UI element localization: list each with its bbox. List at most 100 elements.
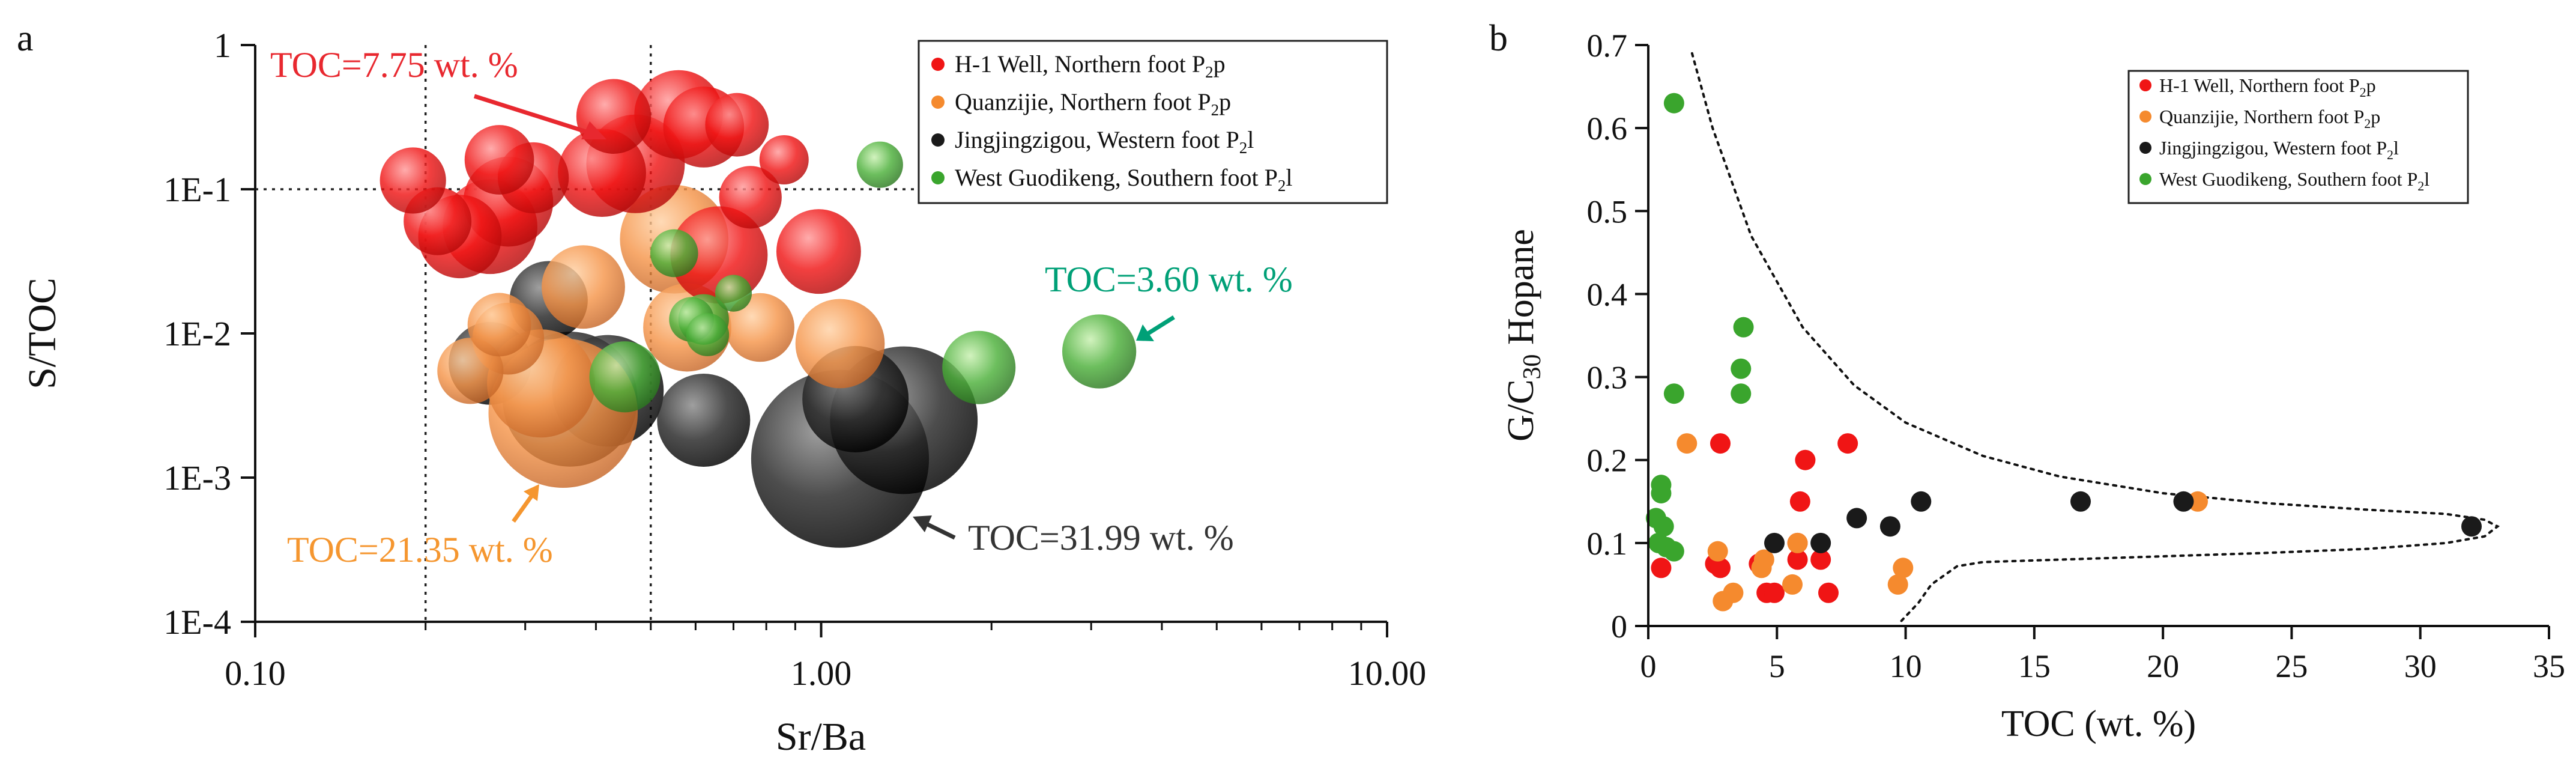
panel-b: b 0 5 10 15 20 25 30 35 0 0.1 0.2 0.3 0.4 0.5 0.6 0.7 T… <box>1489 18 2565 744</box>
b-x-tick-label: 0 <box>1640 648 1657 684</box>
b-x-tick-label: 35 <box>2533 648 2565 684</box>
a-legend: H-1 Well, Northern foot P2p Quanzijie, N… <box>918 40 1388 204</box>
a-y-tick-label: 1E-4 <box>163 603 231 642</box>
a-annotation-toc-7-75-arrow <box>473 94 593 136</box>
b-x-tick-label: 30 <box>2404 648 2437 684</box>
b-points <box>1645 93 2482 612</box>
a-legend-label-guodikeng: West Guodikeng, Southern foot P2l <box>955 164 1292 195</box>
b-point-jingjingzigou-3 <box>1879 516 1900 537</box>
b-legend-box <box>2127 70 2469 204</box>
a-annotation-toc-21-35-text: TOC=21.35 wt. % <box>287 530 553 570</box>
a-annotation-toc-3-60-text: TOC=3.60 wt. % <box>1045 260 1293 299</box>
a-bubble-quanzijie-8 <box>437 338 504 404</box>
b-envelope-curve <box>1690 52 2500 624</box>
b-point-h1-8 <box>1764 582 1785 603</box>
a-bubble-guodikeng-8 <box>715 275 752 312</box>
a-x-tick-label: 10.00 <box>1348 654 1427 693</box>
b-point-guodikeng-3 <box>1731 383 1752 404</box>
a-annotation-toc-21-35: TOC=21.35 wt. % <box>287 484 553 570</box>
a-x-tick-label: 0.10 <box>225 654 286 693</box>
b-axes <box>1647 45 2549 627</box>
b-legend-label-h1: H-1 Well, Northern foot P2p <box>2159 74 2376 100</box>
b-point-jingjingzigou-2 <box>1846 508 1867 529</box>
b-legend-marker-quanzijie <box>2139 111 2151 123</box>
b-y-tick-label: 0 <box>1611 609 1627 645</box>
a-y-axis-label: S/TOC <box>20 278 64 389</box>
a-y-tick-label: 1E-3 <box>163 458 231 497</box>
b-y-tick-label: 0.2 <box>1587 443 1628 479</box>
a-bubble-h1-14 <box>705 93 769 157</box>
b-legend-label-guodikeng: West Guodikeng, Southern foot P2l <box>2159 168 2429 193</box>
b-point-quanzijie-7 <box>1782 574 1803 595</box>
a-annotation-toc-3-60-arrow <box>1147 315 1175 335</box>
b-point-quanzijie-6 <box>1723 582 1744 603</box>
a-annotation-toc-21-35-arrowhead <box>524 484 539 501</box>
b-point-quanzijie-8 <box>1787 532 1808 553</box>
a-legend-box <box>918 40 1388 204</box>
b-legend-marker-h1 <box>2139 79 2151 91</box>
a-annotation-toc-21-35-arrow <box>512 494 533 523</box>
b-point-h1-6 <box>1710 558 1731 579</box>
b-point-guodikeng-4 <box>1663 383 1684 404</box>
a-bubble-guodikeng-2 <box>589 341 661 413</box>
a-bubble-h1-15 <box>719 166 782 229</box>
b-x-tick-label: 5 <box>1769 648 1785 684</box>
b-point-quanzijie-4 <box>1753 549 1774 570</box>
panel-b-letter: b <box>1489 18 1508 59</box>
b-x-tick-label: 10 <box>1890 648 1922 684</box>
a-y-tick-label: 1 <box>214 26 231 65</box>
b-point-jingjingzigou-0 <box>1764 532 1785 553</box>
a-bubble-quanzijie-7 <box>725 293 794 362</box>
b-point-h1-9 <box>1787 549 1808 570</box>
b-point-h1-10 <box>1810 549 1831 570</box>
b-legend: H-1 Well, Northern foot P2p Quanzijie, N… <box>2127 70 2469 204</box>
a-bubbles <box>379 70 1137 548</box>
a-bubble-guodikeng-6 <box>686 313 730 356</box>
a-bubble-h1-13 <box>379 147 446 214</box>
b-point-guodikeng-6 <box>1651 482 1672 503</box>
a-annotation-toc-3-60-arrowhead <box>1136 324 1154 341</box>
a-annotation-toc-7-75: TOC=7.75 wt. % <box>270 45 606 139</box>
b-point-jingjingzigou-5 <box>2070 491 2091 512</box>
a-bubble-quanzijie-5 <box>542 245 625 329</box>
b-y-axis-label: G/C30 Hopane <box>1501 229 1546 442</box>
a-bubble-h1-11 <box>464 125 534 195</box>
a-bubble-h1-16 <box>759 135 809 185</box>
b-legend-label-jingjingzigou: Jingjingzigou, Western foot P2l <box>2159 137 2399 162</box>
b-point-jingjingzigou-1 <box>1810 532 1831 553</box>
b-y-tick-label: 0.3 <box>1587 360 1628 396</box>
b-point-h1-11 <box>1818 582 1839 603</box>
b-point-jingjingzigou-7 <box>2461 516 2482 537</box>
b-point-h1-2 <box>1795 449 1816 470</box>
a-bubble-guodikeng-0 <box>1062 314 1137 389</box>
b-point-guodikeng-2 <box>1731 358 1752 379</box>
b-legend-marker-jingjingzigou <box>2139 142 2151 154</box>
a-legend-label-jingjingzigou: Jingjingzigou, Western foot P2l <box>955 126 1254 157</box>
a-bubble-h1-6 <box>776 209 861 294</box>
b-x-tick-label: 15 <box>2018 648 2051 684</box>
a-legend-label-quanzijie: Quanzijie, Northern foot P2p <box>955 88 1231 119</box>
a-ticks: 0.10 1.00 10.00 1 1E-1 1E-2 1E-3 1E-4 <box>163 26 1426 693</box>
b-x-tick-label: 25 <box>2275 648 2308 684</box>
b-x-tick-label: 20 <box>2147 648 2179 684</box>
b-x-axis-label: TOC (wt. %) <box>2001 703 2196 744</box>
a-bubble-h1-9 <box>576 79 652 154</box>
b-point-quanzijie-9 <box>1887 574 1908 595</box>
b-point-guodikeng-11 <box>1663 541 1684 562</box>
b-point-guodikeng-8 <box>1653 516 1674 537</box>
a-annotation-toc-7-75-text: TOC=7.75 wt. % <box>270 45 518 85</box>
b-point-jingjingzigou-6 <box>2173 491 2194 512</box>
a-y-tick-label: 1E-2 <box>163 314 231 353</box>
b-y-tick-label: 0.7 <box>1587 28 1628 64</box>
a-legend-marker-quanzijie <box>931 96 945 109</box>
b-y-tick-label: 0.1 <box>1587 526 1628 562</box>
a-annotation-toc-3-60: TOC=3.60 wt. % <box>1045 260 1293 341</box>
b-legend-marker-guodikeng <box>2139 173 2151 185</box>
b-y-tick-label: 0.5 <box>1587 193 1628 229</box>
a-y-tick-label: 1E-1 <box>163 170 231 209</box>
a-bubble-quanzijie-9 <box>467 293 531 357</box>
b-point-h1-3 <box>1789 491 1810 512</box>
b-point-jingjingzigou-4 <box>1911 491 1932 512</box>
a-x-tick-label: 1.00 <box>791 654 852 693</box>
